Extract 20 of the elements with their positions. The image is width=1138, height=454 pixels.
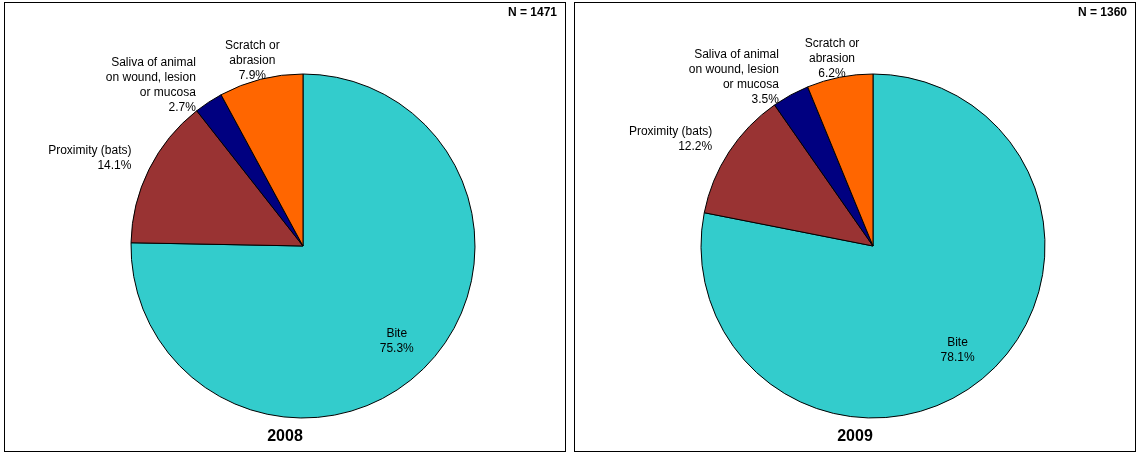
slice-label: Saliva of animal on wound, lesion or mucosa bbox=[688, 47, 780, 92]
data-label: 2.7% bbox=[168, 100, 197, 115]
data-label: 3.5% bbox=[751, 92, 780, 107]
data-label: 6.2% bbox=[818, 65, 846, 80]
text: 2009 bbox=[836, 427, 874, 445]
text: N = 1471 bbox=[507, 5, 557, 19]
text: N = 1360 bbox=[1077, 5, 1127, 19]
data-label: 75.3% bbox=[379, 341, 415, 356]
slice-label: Scratch or abrasion bbox=[804, 35, 860, 65]
data-label: 14.1% bbox=[97, 157, 132, 172]
slice-label: Saliva of animal on wound, lesion or mucosa bbox=[105, 55, 197, 100]
text: 2008 bbox=[266, 427, 304, 445]
data-label: 12.2% bbox=[678, 139, 713, 154]
slice-label: Bite bbox=[947, 334, 969, 349]
data-label: 7.9% bbox=[238, 67, 267, 82]
slice-label: Scratch or abrasion bbox=[224, 37, 280, 67]
slice-label: Bite bbox=[386, 326, 408, 341]
data-label: 78.1% bbox=[940, 349, 975, 364]
slice-label: Proximity (bats) bbox=[48, 142, 132, 157]
slice-label: Proximity (bats) bbox=[628, 124, 713, 139]
